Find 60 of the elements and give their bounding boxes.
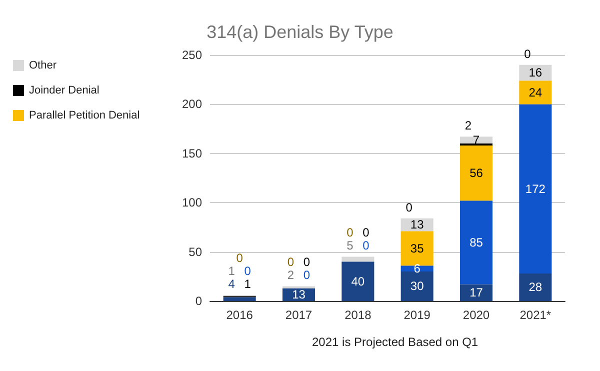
data-label: 24 bbox=[528, 85, 542, 100]
data-label: 13 bbox=[292, 288, 306, 302]
bar bbox=[342, 262, 374, 301]
text: 2021 is Projected Based on Q1 bbox=[312, 335, 478, 349]
x-tick-label: 2020 bbox=[462, 308, 490, 322]
data-label: 17 bbox=[470, 286, 484, 300]
data-label: 28 bbox=[528, 280, 542, 294]
data-label: 1 bbox=[228, 264, 236, 278]
data-label: 0 bbox=[244, 264, 252, 278]
data-label: 2 bbox=[287, 268, 294, 282]
x-tick-label: 2018 bbox=[344, 308, 372, 322]
data-label: 40 bbox=[351, 274, 365, 288]
bar bbox=[460, 146, 493, 201]
bar bbox=[460, 136, 493, 144]
data-label: 0 bbox=[524, 46, 532, 61]
data-label: 7 bbox=[472, 133, 480, 148]
data-label: 5 bbox=[346, 238, 354, 253]
legend-label: Parallel Petition Denial bbox=[29, 110, 140, 122]
bar bbox=[342, 256, 374, 262]
bar bbox=[400, 231, 434, 266]
data-label: 0 bbox=[346, 226, 354, 240]
y-tick-label: 50 bbox=[188, 244, 202, 259]
data-label: 4 bbox=[228, 277, 236, 292]
y-tick-label: 150 bbox=[182, 146, 202, 160]
data-label: 172 bbox=[525, 182, 546, 196]
bar bbox=[519, 80, 552, 104]
data-label: 0 bbox=[303, 255, 310, 270]
x-tick-label: 2019 bbox=[404, 308, 431, 322]
data-label: 1 bbox=[244, 277, 252, 292]
data-label: 30 bbox=[410, 279, 424, 294]
bar bbox=[400, 266, 434, 272]
y-tick-label: 0 bbox=[195, 294, 202, 308]
data-label: 0 bbox=[362, 238, 370, 253]
data-label: 0 bbox=[287, 255, 294, 270]
data-label: 0 bbox=[406, 200, 413, 214]
data-label: 0 bbox=[362, 226, 370, 240]
data-label: 56 bbox=[470, 166, 484, 180]
bar bbox=[460, 200, 493, 284]
bar bbox=[400, 271, 434, 301]
bar bbox=[519, 104, 552, 274]
legend-label: Joinder Denial bbox=[29, 84, 100, 96]
data-label: 13 bbox=[410, 218, 424, 232]
x-tick-label: 2021* bbox=[520, 308, 552, 322]
bar bbox=[460, 284, 493, 301]
data-label: 2 bbox=[464, 118, 472, 133]
data-label: 35 bbox=[410, 241, 424, 256]
bar bbox=[519, 273, 552, 301]
data-label: 0 bbox=[236, 251, 244, 266]
data-label: 85 bbox=[470, 235, 484, 250]
y-tick-label: 250 bbox=[182, 48, 202, 62]
data-label: 6 bbox=[414, 262, 421, 276]
legend-label: Other bbox=[29, 60, 57, 72]
bar bbox=[223, 297, 256, 301]
x-tick-label: 2016 bbox=[226, 308, 254, 322]
y-tick-label: 100 bbox=[182, 196, 202, 210]
y-tick-label: 200 bbox=[182, 97, 202, 112]
x-tick-label: 2017 bbox=[285, 308, 312, 322]
data-label: 16 bbox=[528, 66, 542, 80]
data-label: 0 bbox=[303, 268, 310, 282]
chart-title: 314(a) Denials By Type bbox=[206, 22, 394, 42]
